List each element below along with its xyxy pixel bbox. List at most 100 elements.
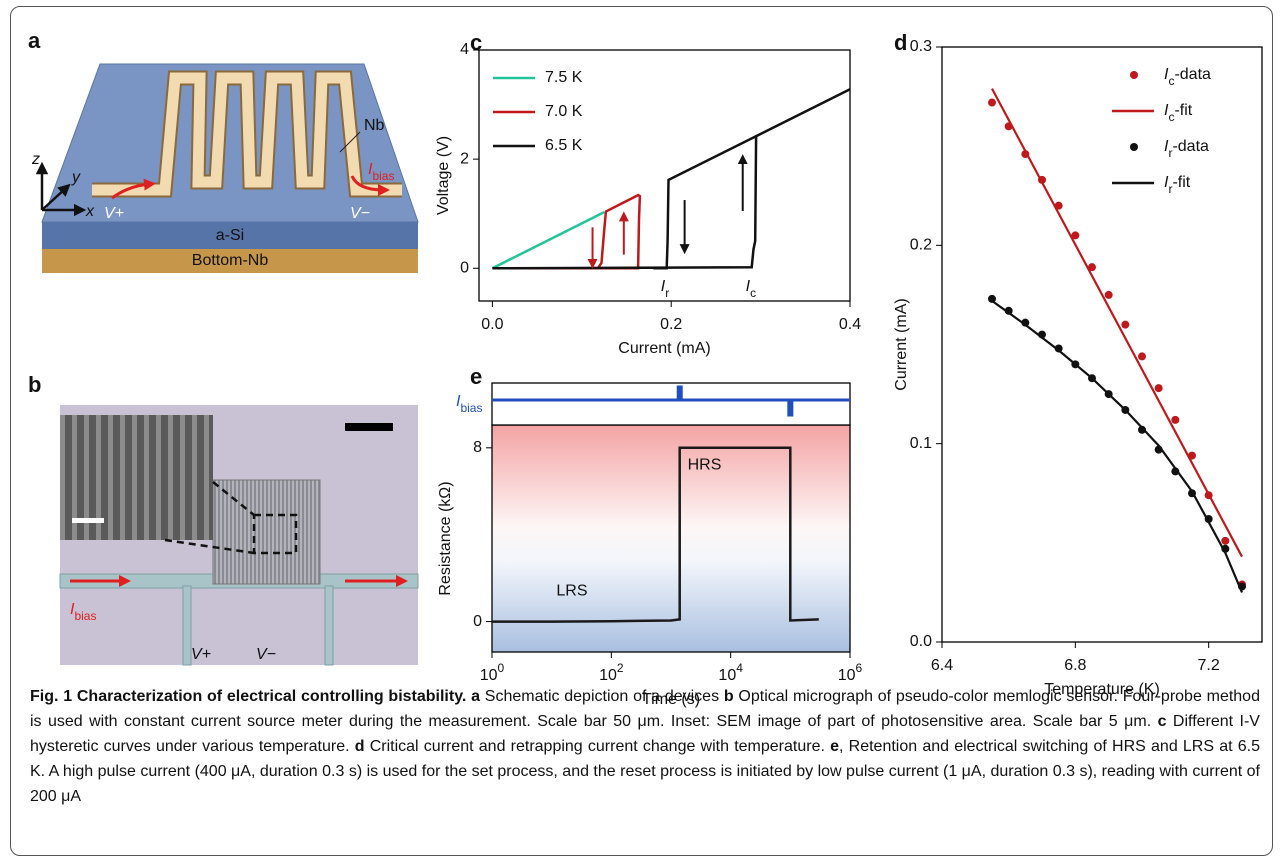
caption-segment: c (1157, 713, 1167, 730)
y-tick-label: 0.1 (910, 435, 932, 452)
caption-segment: Different I-V hysteretic curves under va… (30, 713, 1260, 755)
data-point (1171, 415, 1180, 424)
plot-frame (941, 46, 1263, 643)
x-tick-label: 0.4 (839, 316, 861, 333)
subscript: bias (460, 401, 482, 415)
layer-label: Bottom-Nb (192, 252, 269, 269)
y-axis-label: Resistance (kΩ) (437, 481, 454, 595)
data-point (1004, 306, 1013, 315)
a-si-layer (42, 222, 418, 249)
data-point (988, 294, 996, 303)
x-tick-label: 6.4 (931, 657, 953, 674)
electrode-label: Nb (364, 117, 385, 134)
data-line (492, 446, 819, 623)
pointer (339, 131, 361, 153)
y-tick-label: 0 (460, 259, 469, 276)
text: -fit (1172, 174, 1190, 191)
subscript: r (1168, 182, 1172, 196)
x-tick-exponent: 4 (736, 661, 743, 675)
terminal: V+ (191, 646, 211, 663)
symbol: I (746, 278, 751, 295)
x-tick-label: 100 (480, 661, 505, 684)
y-tick-label: 0.2 (910, 237, 932, 254)
legend-label: Ir-data (1164, 138, 1209, 160)
current-subscript: bias (372, 169, 394, 183)
x-axis-label: Temperature (K) (1044, 681, 1160, 698)
y-tick-label: 4 (460, 41, 469, 58)
caption-segment: a (471, 688, 481, 705)
current-arrow (350, 175, 390, 196)
caption-segment: d (354, 738, 365, 755)
bias-label: Ibias (456, 393, 482, 415)
data-point (1021, 318, 1030, 327)
current-symbol: I (368, 161, 373, 178)
annotation: Ir (661, 278, 669, 300)
y-tick-label: 2 (460, 150, 469, 167)
annotation: HRS (688, 456, 722, 473)
panel-label: d (894, 30, 907, 55)
subscript: r (665, 286, 669, 300)
y-axis-label: Current (mA) (893, 298, 910, 390)
symbol: I (1164, 174, 1169, 191)
data-point (1121, 320, 1130, 329)
bias-strip (491, 382, 851, 426)
text: -data (1172, 138, 1209, 155)
bias-trace (492, 385, 850, 417)
current-label: Ibias (70, 601, 96, 623)
annotation: Ic (746, 278, 756, 300)
x-tick-exponent: 0 (498, 661, 505, 675)
subscript: c (750, 286, 756, 300)
x-tick-exponent: 6 (856, 661, 863, 675)
x-tick-label: 102 (599, 661, 624, 684)
y-tick-label: 0.0 (910, 633, 932, 650)
sensor-area (212, 479, 321, 585)
legend-label: 6.5 K (545, 137, 583, 154)
legend-label: 7.5 K (545, 69, 583, 86)
scale-bar (72, 518, 104, 523)
x-tick-label: 106 (838, 661, 863, 684)
data-point (988, 98, 996, 107)
data-line (491, 210, 605, 270)
symbol: I (1164, 66, 1169, 83)
axis-x: x (85, 203, 95, 220)
subscript: c (1168, 110, 1174, 124)
data-line (492, 193, 642, 270)
data-point (1071, 231, 1080, 240)
axis-y: y (71, 169, 81, 186)
data-point (1104, 290, 1113, 299)
data-point (1138, 425, 1146, 434)
symbol: I (456, 393, 461, 410)
text: -fit (1174, 102, 1192, 119)
caption-segment: Optical micrograph of pseudo-color memlo… (30, 688, 1260, 730)
caption-segment: Critical current and retrapping current … (369, 738, 825, 755)
terminal: V+ (104, 205, 124, 222)
axis-z: z (31, 151, 40, 168)
y-tick-label: 0 (473, 613, 482, 630)
symbol: I (1164, 102, 1169, 119)
x-tick-exponent: 2 (617, 661, 624, 675)
panel-label: a (28, 28, 41, 53)
symbol: I (661, 278, 666, 295)
plot-frame (478, 49, 851, 302)
terminal: V− (350, 205, 370, 222)
x-tick-base: 10 (718, 667, 736, 684)
legend-marker (1130, 143, 1138, 151)
current-label: Ibias (368, 161, 394, 183)
x-tick-label: 104 (718, 661, 743, 684)
data-point (1221, 536, 1230, 545)
x-axis-label: Current (mA) (618, 340, 710, 357)
data-point (1088, 263, 1096, 272)
x-tick-label: 0.0 (481, 316, 503, 333)
y-axis-label: Voltage (V) (435, 136, 452, 215)
data-point (1154, 384, 1163, 393)
chip-top (41, 63, 419, 223)
current-arrow (111, 178, 156, 200)
panel-label: c (470, 30, 482, 55)
caption-segment: e (830, 738, 840, 755)
schematic: a z y x V+ V− Nb Ibias a-Si Bottom-Nb (28, 28, 419, 273)
legend-label: Ic-fit (1164, 102, 1193, 124)
x-tick-label: 0.2 (660, 316, 682, 333)
subscript: r (1168, 146, 1172, 160)
